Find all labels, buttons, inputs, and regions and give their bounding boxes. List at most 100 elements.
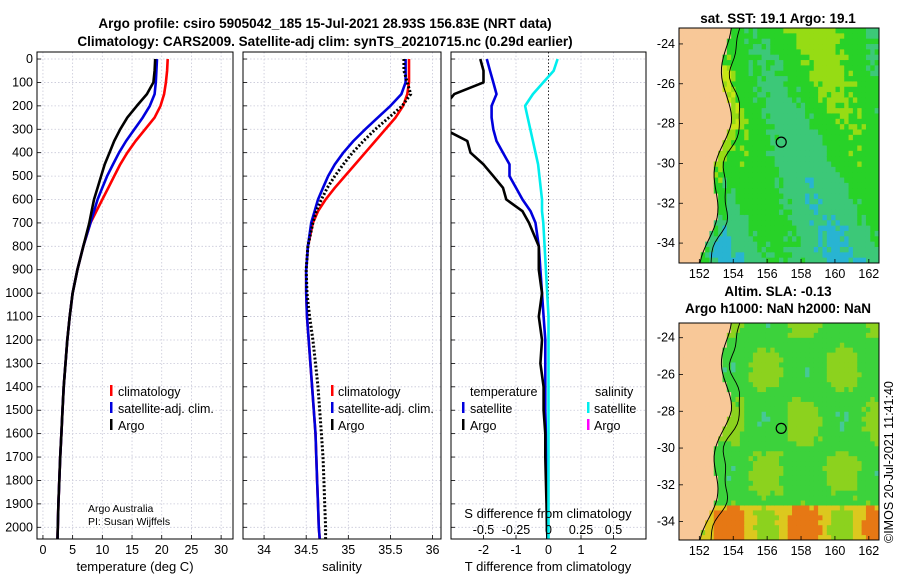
- map-cell: [835, 372, 841, 378]
- map-cell: [700, 342, 706, 349]
- map-cell: [722, 145, 728, 152]
- map-cell: [800, 401, 806, 408]
- map-cell: [744, 97, 750, 104]
- map-cell: [852, 172, 858, 179]
- map-cell: [748, 60, 754, 66]
- map-cell: [718, 172, 724, 179]
- map-cell: [848, 60, 854, 66]
- map-cell: [818, 495, 824, 502]
- map-cell: [826, 367, 832, 373]
- map-cell: [705, 401, 711, 408]
- map-cell: [770, 406, 776, 413]
- map-cell: [792, 323, 797, 329]
- map-cell: [679, 134, 684, 141]
- map-cell: [696, 446, 702, 452]
- map-cell: [752, 198, 758, 205]
- map-cell: [683, 515, 689, 521]
- map-cell: [861, 431, 867, 438]
- map-cell: [783, 377, 789, 383]
- map-cell: [718, 525, 724, 531]
- map-cell: [757, 81, 763, 88]
- map-cell: [779, 225, 784, 232]
- map-cell: [796, 461, 802, 467]
- map-cell: [792, 510, 797, 516]
- map-cell: [787, 129, 793, 136]
- map-cell: [735, 33, 741, 40]
- map-cell: [692, 396, 697, 403]
- map-cell: [861, 225, 867, 232]
- map-cell: [874, 129, 879, 136]
- map-cell: [709, 28, 715, 34]
- map-cell: [874, 505, 879, 512]
- map-cell: [844, 411, 850, 418]
- map-cell: [731, 76, 737, 83]
- map-cell: [796, 102, 802, 109]
- map-cell: [757, 257, 763, 263]
- map-cell: [874, 382, 879, 388]
- map-cell: [683, 342, 689, 349]
- map-cell: [735, 530, 741, 536]
- map-cell: [822, 396, 828, 403]
- map-cell: [765, 113, 771, 120]
- map-cell: [813, 182, 819, 189]
- map-cell: [761, 323, 767, 329]
- map-cell: [826, 156, 832, 163]
- map-cell: [722, 204, 728, 211]
- map-cell: [709, 172, 715, 179]
- map-cell: [770, 188, 776, 195]
- map-cell: [752, 60, 758, 66]
- map-cell: [787, 102, 793, 109]
- map-cell: [744, 209, 750, 216]
- map-cell: [783, 230, 789, 237]
- map-cell: [687, 230, 693, 237]
- map-cell: [713, 510, 719, 516]
- map-cell: [779, 44, 784, 50]
- map-cell: [679, 70, 684, 77]
- map-cell: [852, 451, 858, 457]
- map-cell: [705, 182, 711, 189]
- map-cell: [835, 252, 841, 259]
- map-cell: [761, 421, 767, 428]
- map-cell: [848, 530, 854, 536]
- map-cell: [705, 230, 711, 237]
- map-cell: [765, 401, 771, 408]
- map-cell: [709, 436, 715, 442]
- map-cell: [779, 367, 784, 373]
- map-cell: [783, 436, 789, 442]
- map-cell: [726, 193, 732, 200]
- map-cell: [848, 76, 854, 83]
- map-cell: [870, 451, 876, 457]
- map-cell: [861, 480, 867, 487]
- map-cell: [796, 118, 802, 125]
- depth-tick-label: 600: [12, 193, 33, 207]
- map-cell: [748, 377, 754, 383]
- map-cell: [705, 54, 711, 61]
- map-cell: [818, 510, 824, 516]
- map-cell: [848, 372, 854, 378]
- map-cell: [683, 118, 689, 125]
- map-cell: [835, 134, 841, 141]
- map-cell: [796, 124, 802, 131]
- map-cell: [822, 102, 828, 109]
- map-cell: [731, 327, 737, 334]
- map-cell: [852, 188, 858, 195]
- map-cell: [865, 28, 871, 34]
- map-cell: [731, 456, 737, 462]
- map-cell: [679, 124, 684, 131]
- map-cell: [705, 525, 711, 531]
- map-cell: [726, 38, 732, 45]
- map-cell: [852, 220, 858, 227]
- map-cell: [822, 347, 828, 354]
- map-cell: [852, 166, 858, 173]
- map-cell: [757, 525, 763, 531]
- map-cell: [687, 92, 693, 99]
- map-cell: [692, 28, 697, 34]
- map-cell: [818, 372, 824, 378]
- map-cell: [696, 426, 702, 433]
- map-cell: [805, 401, 811, 408]
- map-cell: [805, 54, 811, 61]
- map-cell: [857, 145, 863, 152]
- map-cell: [765, 188, 771, 195]
- map-cell: [813, 118, 819, 125]
- map-cell: [679, 49, 684, 56]
